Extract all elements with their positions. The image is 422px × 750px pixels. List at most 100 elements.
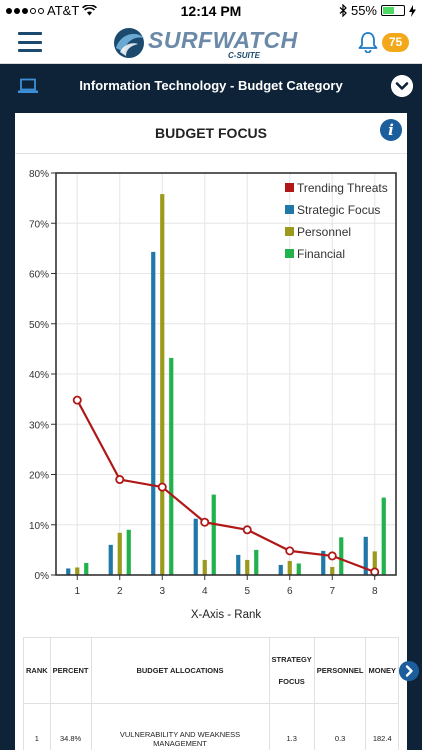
carrier-name: AT&T bbox=[47, 3, 80, 18]
bar-financial[interactable] bbox=[169, 357, 174, 575]
legend-swatch bbox=[285, 227, 294, 236]
x-tick-label: 7 bbox=[329, 586, 335, 597]
logo-subtitle: C-SUITE bbox=[228, 51, 260, 60]
bar-personnel[interactable] bbox=[287, 560, 292, 575]
line-point[interactable] bbox=[242, 525, 252, 535]
bell-icon[interactable] bbox=[358, 31, 378, 53]
battery-level bbox=[383, 7, 394, 14]
app-header: SURFWATCH C-SUITE 75 bbox=[0, 22, 422, 64]
legend-label: Personnel bbox=[297, 225, 351, 239]
column-header-percent[interactable]: PERCENT bbox=[49, 637, 92, 704]
y-tick-label: 30% bbox=[29, 420, 49, 431]
strategy-header-line1: STRATEGY bbox=[271, 654, 312, 664]
bar-financial[interactable] bbox=[381, 497, 386, 575]
battery-percent: 55% bbox=[350, 3, 377, 18]
x-tick-label: 1 bbox=[74, 586, 80, 597]
bar-strategic-focus[interactable] bbox=[66, 568, 71, 575]
charging-icon bbox=[409, 4, 416, 17]
bar-personnel[interactable] bbox=[372, 551, 377, 575]
signal-strength-icon bbox=[6, 7, 44, 14]
bar-strategic-focus[interactable] bbox=[278, 564, 283, 575]
bar-financial[interactable] bbox=[296, 563, 301, 575]
column-header-money[interactable]: MONEY bbox=[365, 637, 399, 704]
bar-personnel[interactable] bbox=[160, 194, 165, 576]
legend-label: Trending Threats bbox=[297, 181, 388, 195]
legend-swatch bbox=[285, 183, 294, 192]
bar-personnel[interactable] bbox=[245, 559, 250, 575]
y-tick-label: 80% bbox=[29, 169, 49, 180]
status-bar: AT&T 12:14 PM 55% bbox=[0, 0, 422, 22]
bar-personnel[interactable] bbox=[117, 532, 122, 575]
bar-strategic-focus[interactable] bbox=[321, 550, 326, 575]
cell-money: 182.4 bbox=[365, 703, 399, 750]
bar-financial[interactable] bbox=[339, 537, 344, 575]
carrier-signal: AT&T bbox=[6, 3, 98, 18]
bluetooth-icon bbox=[339, 4, 347, 17]
hamburger-menu-icon[interactable] bbox=[18, 32, 42, 52]
y-tick-label: 50% bbox=[29, 320, 49, 331]
line-point[interactable] bbox=[200, 517, 210, 527]
line-trending-threats bbox=[76, 399, 376, 574]
bar-strategic-focus[interactable] bbox=[236, 554, 241, 575]
line-point[interactable] bbox=[157, 482, 167, 492]
bar-financial[interactable] bbox=[126, 529, 131, 575]
budget-focus-chart: 0% 10% 20% 30% 40% 50% 60% 70% 80% 1 2 3 4 5 6 7 8 X-Ax… bbox=[29, 169, 397, 621]
cell-strategy: 1.3 bbox=[268, 703, 315, 750]
chart-legend: Trending Threats Strategic Focus Personnel… bbox=[285, 181, 388, 261]
logo-text: SURFWATCH bbox=[148, 27, 298, 53]
bar-strategic-focus[interactable] bbox=[151, 251, 156, 575]
budget-focus-card: BUDGET FOCUS i 0% 10% 20% 30% 40% 50% 60% 70% 80… bbox=[15, 113, 407, 750]
category-title: Information Technology - Budget Category bbox=[79, 78, 343, 93]
scroll-right-icon[interactable] bbox=[399, 661, 419, 681]
info-icon[interactable]: i bbox=[380, 119, 402, 141]
chart-line bbox=[72, 395, 380, 577]
legend-swatch bbox=[285, 249, 294, 258]
bar-personnel[interactable] bbox=[202, 559, 207, 575]
bar-strategic-focus[interactable] bbox=[193, 518, 198, 575]
bar-personnel[interactable] bbox=[330, 566, 335, 575]
y-tick-label: 60% bbox=[29, 270, 49, 281]
y-tick-label: 20% bbox=[29, 471, 49, 482]
bar-financial[interactable] bbox=[211, 494, 216, 575]
y-tick-label: 0% bbox=[35, 571, 50, 582]
clock: 12:14 PM bbox=[180, 3, 242, 19]
x-tick-label: 2 bbox=[117, 586, 123, 597]
legend-swatch bbox=[285, 205, 294, 214]
table-header-row: RANK PERCENT BUDGET ALLOCATIONS STRATEGY… bbox=[23, 637, 399, 704]
column-header-personnel[interactable]: PERSONNEL bbox=[313, 637, 367, 704]
line-point[interactable] bbox=[285, 546, 295, 556]
bar-personnel[interactable] bbox=[75, 567, 80, 575]
cell-personnel: 0.3 bbox=[313, 703, 367, 750]
surfwatch-logo: SURFWATCH C-SUITE bbox=[112, 24, 312, 62]
x-tick-label: 3 bbox=[159, 586, 165, 597]
line-point[interactable] bbox=[327, 551, 337, 561]
x-tick-label: 8 bbox=[372, 586, 378, 597]
card-divider bbox=[15, 153, 407, 154]
y-tick-label: 40% bbox=[29, 370, 49, 381]
table-row[interactable]: 1 34.8% VULNERABILITY AND WEAKNESS MANAG… bbox=[23, 703, 399, 750]
legend-label: Financial bbox=[297, 247, 345, 261]
battery-icon bbox=[381, 5, 405, 16]
column-header-allocations[interactable]: BUDGET ALLOCATIONS bbox=[90, 637, 270, 704]
column-header-rank[interactable]: RANK bbox=[23, 637, 51, 704]
notification-badge[interactable]: 75 bbox=[382, 33, 409, 52]
bar-financial[interactable] bbox=[84, 562, 89, 575]
chevron-down-icon[interactable] bbox=[391, 75, 413, 97]
bar-strategic-focus[interactable] bbox=[108, 544, 113, 575]
x-tick-label: 5 bbox=[244, 586, 250, 597]
line-point[interactable] bbox=[72, 395, 82, 405]
card-title: BUDGET FOCUS bbox=[155, 125, 267, 141]
line-point[interactable] bbox=[115, 475, 125, 485]
bar-strategic-focus[interactable] bbox=[363, 536, 368, 575]
y-tick-label: 70% bbox=[29, 219, 49, 230]
chart-bars bbox=[66, 194, 386, 576]
column-header-strategy-focus[interactable]: STRATEGY FOCUS bbox=[268, 637, 315, 704]
cell-percent: 34.8% bbox=[49, 703, 92, 750]
laptop-icon bbox=[18, 78, 38, 93]
wave-logo-icon bbox=[114, 28, 144, 58]
rank-table: RANK PERCENT BUDGET ALLOCATIONS STRATEGY… bbox=[23, 637, 399, 750]
bar-financial[interactable] bbox=[254, 549, 259, 575]
category-bar[interactable]: Information Technology - Budget Category bbox=[0, 66, 422, 106]
x-tick-label: 6 bbox=[287, 586, 293, 597]
wifi-icon bbox=[82, 5, 98, 16]
